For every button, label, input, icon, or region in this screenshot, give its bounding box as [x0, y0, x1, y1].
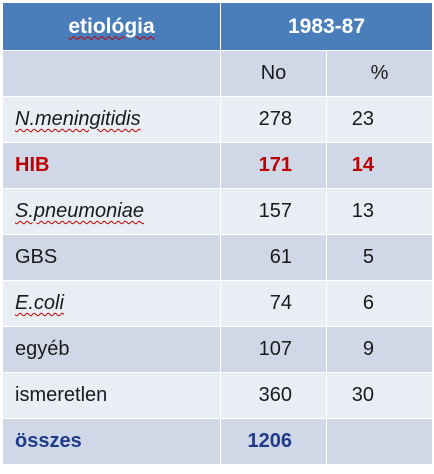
row-no: 278	[220, 96, 327, 143]
row-no: 360	[220, 372, 327, 419]
header-etiology-label: etiológia	[68, 14, 155, 38]
table-row-highlight: HIB 171 14	[2, 142, 434, 189]
total-pct	[325, 418, 434, 465]
row-name: E.coli	[15, 292, 64, 314]
row-name: HIB	[2, 142, 221, 189]
header-etiology: etiológia	[2, 2, 221, 51]
row-name-cell: S.pneumoniae	[2, 188, 221, 235]
row-pct: 13	[325, 188, 434, 235]
row-name: S.pneumoniae	[15, 200, 144, 222]
table-row: E.coli 74 6	[2, 280, 434, 327]
row-pct: 6	[325, 280, 434, 327]
row-name-cell: E.coli	[2, 280, 221, 327]
table-row: S.pneumoniae 157 13	[2, 188, 434, 235]
header-period: 1983-87	[219, 2, 434, 51]
subheader-empty	[2, 50, 221, 97]
table-row: egyéb 107 9	[2, 326, 434, 373]
row-no: 74	[220, 280, 327, 327]
row-name-cell: N.meningitidis	[2, 96, 221, 143]
subheader-row: No %	[2, 50, 434, 97]
total-label: összes	[2, 418, 221, 465]
row-name: N.meningitidis	[15, 108, 141, 130]
total-row: összes 1206	[2, 418, 434, 465]
subheader-pct: %	[325, 50, 434, 97]
row-pct: 30	[325, 372, 434, 419]
row-pct: 14	[325, 142, 434, 189]
table-header-row: etiológia 1983-87	[2, 2, 434, 51]
row-no: 157	[220, 188, 327, 235]
etiology-table: etiológia 1983-87 No % N.meningitidis 27…	[2, 2, 434, 465]
row-no: 61	[220, 234, 327, 281]
row-name: GBS	[2, 234, 221, 281]
row-no: 107	[220, 326, 327, 373]
total-no: 1206	[220, 418, 327, 465]
table-row: N.meningitidis 278 23	[2, 96, 434, 143]
row-name: egyéb	[2, 326, 221, 373]
row-no: 171	[220, 142, 327, 189]
row-name: ismeretlen	[2, 372, 221, 419]
row-pct: 5	[325, 234, 434, 281]
row-pct: 23	[325, 96, 434, 143]
row-pct: 9	[325, 326, 434, 373]
table-row: GBS 61 5	[2, 234, 434, 281]
subheader-no: No	[220, 50, 327, 97]
table-row: ismeretlen 360 30	[2, 372, 434, 419]
